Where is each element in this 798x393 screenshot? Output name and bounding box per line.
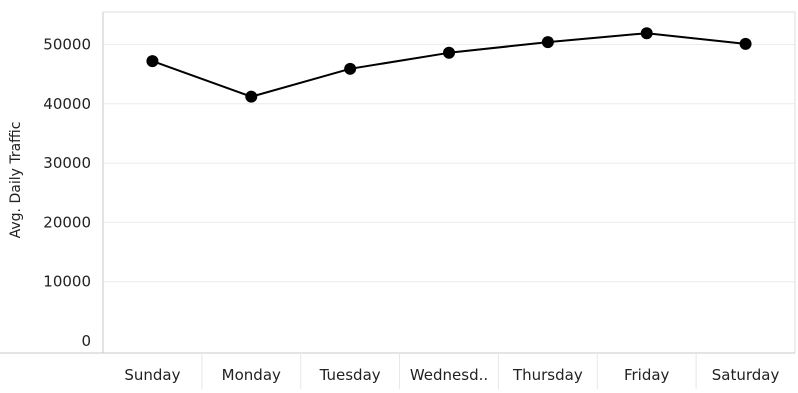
x-tick-label: Tuesday [319, 366, 381, 384]
x-tick-label: Monday [222, 366, 281, 384]
gridlines [103, 44, 795, 283]
x-tick-labels: Sunday Monday Tuesday Wednesd.. Thursday Frid… [124, 366, 779, 384]
data-point-wednesd [443, 46, 455, 59]
data-point-sunday [146, 55, 159, 68]
data-point-saturday [739, 37, 752, 50]
data-point-friday [640, 27, 653, 40]
series-traffic [146, 27, 752, 103]
axes [0, 11, 796, 389]
y-tick-label: 40000 [43, 95, 91, 113]
x-tick-label: Saturday [712, 366, 780, 384]
x-tick-label: Friday [624, 366, 670, 384]
y-axis-title: Avg. Daily Traffic [8, 122, 24, 239]
data-point-monday [245, 90, 258, 103]
data-point-tuesday [344, 62, 357, 75]
y-tick-label: 50000 [43, 36, 91, 54]
y-tick-label: 20000 [43, 213, 91, 231]
x-tick-label: Sunday [124, 366, 180, 384]
y-tick-label: 0 [81, 332, 91, 350]
x-tick-label: Thursday [512, 366, 583, 384]
y-tick-labels: 0 10000 20000 30000 40000 50000 [43, 36, 91, 351]
x-tick-label: Wednesd.. [410, 366, 488, 384]
data-point-thursday [541, 36, 554, 49]
y-tick-label: 30000 [43, 154, 91, 172]
y-tick-label: 10000 [43, 273, 91, 291]
series-line [152, 32, 746, 98]
